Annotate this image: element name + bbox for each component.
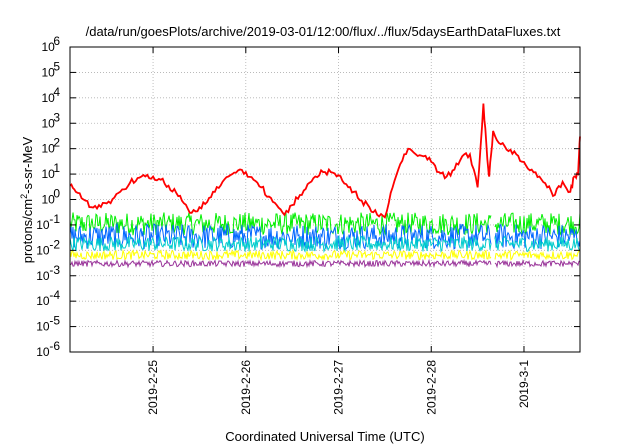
series-band-line	[69, 211, 581, 237]
y-tick-base: 10	[41, 116, 55, 130]
y-tick-base: 10	[41, 193, 55, 207]
y-tick-base: 10	[41, 65, 55, 79]
y-axis-ticks: 10-610-510-410-310-210 -11001011021031041…	[36, 34, 580, 359]
y-axis-title-superscript: 2	[19, 194, 29, 199]
series-band-line	[69, 258, 580, 269]
y-tick-base: 10	[36, 269, 50, 283]
y-tick-label: 10	[36, 294, 50, 308]
y-tick-exponent: 2	[53, 136, 60, 150]
x-tick-label: 2019-2-27	[332, 360, 346, 415]
y-tick-exponent: -6	[49, 339, 60, 353]
y-tick-base: 10	[41, 167, 55, 181]
y-tick-exponent: -2	[49, 237, 60, 251]
series-line-red	[69, 103, 581, 219]
y-tick-base: 10	[36, 294, 50, 308]
y-tick-exponent: -4	[49, 288, 60, 302]
series-band-line	[69, 248, 581, 262]
y-tick-label: 10	[41, 116, 55, 130]
y-tick-base: 10	[41, 142, 55, 156]
y-tick-exponent: 3	[53, 110, 60, 124]
y-tick-label: 10	[36, 218, 50, 232]
y-tick-exponent: 1	[53, 161, 60, 175]
x-tick-label: 2019-2-28	[424, 360, 438, 415]
y-tick-label: 10	[36, 345, 50, 359]
y-tick-label: 10	[36, 269, 50, 283]
y-tick-exponent: -1	[49, 212, 60, 226]
y-tick-exponent: 4	[53, 85, 60, 99]
grid-lines	[70, 47, 580, 352]
series-band-line	[69, 234, 581, 254]
y-tick-base: 10	[41, 40, 55, 54]
y-axis-title: protons/cm2-s-sr-MeV	[19, 136, 35, 263]
y-tick-exponent: -5	[49, 314, 60, 328]
y-tick-exponent: 5	[53, 59, 60, 73]
y-tick-label: 10	[41, 91, 55, 105]
series-band-line	[69, 221, 581, 251]
x-axis-ticks: 2019-2-25 2019-2-26 2019-2-27 2019-2-28 2019…	[146, 47, 531, 415]
series-layer	[69, 103, 581, 269]
y-tick-base: 10	[36, 243, 50, 257]
y-tick-base: 10	[41, 91, 55, 105]
y-tick-label: 10	[41, 40, 55, 54]
y-tick-label: 10	[41, 167, 55, 181]
y-tick-exponent: 6	[53, 34, 60, 48]
y-axis-title-rest: -s-sr-MeV	[20, 136, 35, 193]
y-tick-exponent: 0	[53, 187, 60, 201]
y-tick-base: 10	[36, 345, 50, 359]
x-tick-label: 2019-3-1	[517, 360, 531, 408]
x-tick-label: 2019-2-25	[146, 360, 160, 415]
y-tick-label: 10	[36, 243, 50, 257]
y-axis-title-main: protons/cm	[20, 199, 35, 263]
chart-title: /data/run/goesPlots/archive/2019-03-01/1…	[86, 24, 561, 39]
y-tick-label: 10	[41, 65, 55, 79]
x-tick-label: 2019-2-26	[239, 360, 253, 415]
x-axis-title: Coordinated Universal Time (UTC)	[225, 429, 424, 444]
y-tick-base: 10	[36, 320, 50, 334]
y-tick-label: 10	[41, 142, 55, 156]
y-tick-label: 10	[36, 320, 50, 334]
y-tick-base: 10	[36, 218, 50, 232]
y-tick-label: 10	[41, 193, 55, 207]
y-tick-exponent: -3	[49, 263, 60, 277]
